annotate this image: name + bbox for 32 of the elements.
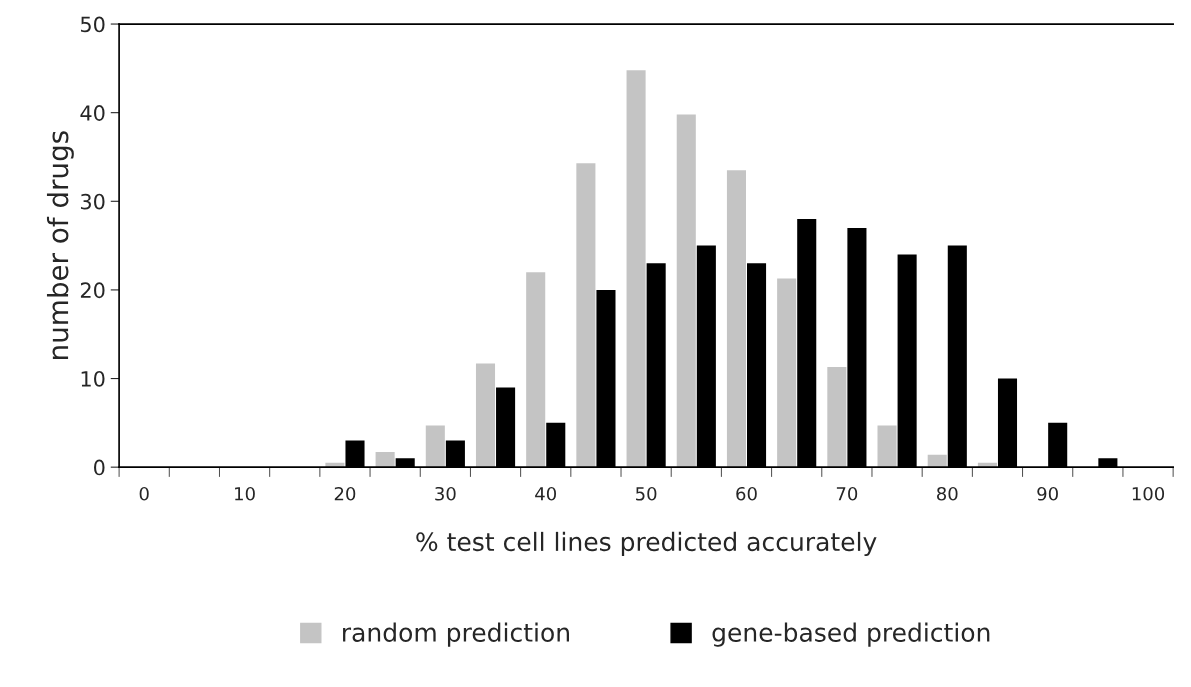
legend-label: gene-based prediction: [712, 622, 990, 647]
bar: [576, 163, 596, 468]
x-tick-label: 30: [435, 486, 456, 501]
y-tick-label: 20: [80, 282, 105, 299]
bar: [425, 425, 445, 468]
bar: [475, 363, 496, 468]
x-tick-label: 10: [235, 486, 255, 501]
bar: [877, 425, 897, 468]
bar: [726, 170, 746, 468]
x-tick-label: 40: [535, 486, 557, 501]
y-tick-label: 10: [81, 370, 105, 387]
x-tick-label: 100: [1132, 486, 1165, 501]
x-axis-title: % test cell lines predicted accurately: [416, 531, 877, 557]
bar: [626, 70, 646, 468]
bar: [777, 278, 797, 468]
x-tick-label: 90: [1037, 486, 1058, 501]
y-tick-label: 50: [81, 16, 105, 33]
x-tick-label: 0: [139, 486, 149, 501]
y-axis-title: number of drugs: [46, 131, 74, 359]
x-tick-label: 50: [636, 486, 657, 501]
y-tick-label: 30: [80, 193, 105, 210]
y-tick-label: 0: [94, 459, 105, 476]
x-tick-label: 20: [334, 486, 356, 501]
bar: [827, 367, 847, 468]
legend-label: random prediction: [343, 622, 569, 647]
bar: [676, 114, 696, 468]
bar: [526, 272, 546, 468]
bar: [375, 452, 395, 468]
x-tick-label: 60: [736, 486, 757, 501]
y-tick-label: 40: [80, 105, 105, 121]
x-tick-label: 70: [836, 486, 858, 501]
x-tick-label: 80: [937, 486, 958, 501]
